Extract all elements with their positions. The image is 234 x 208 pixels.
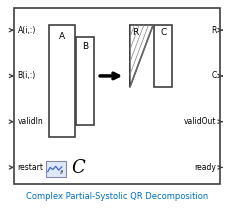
Text: Complex Partial-Systolic QR Decomposition: Complex Partial-Systolic QR Decompositio… [26,192,208,201]
Bar [49,25,75,137]
Polygon shape [130,25,153,87]
Text: C: C [211,71,216,80]
Bar [15,8,219,184]
Text: C: C [160,28,166,37]
Bar [46,161,66,177]
Text: fi: fi [60,170,64,175]
Text: A(i,:): A(i,:) [18,26,36,35]
Text: validOut: validOut [184,117,216,126]
Text: R: R [132,28,138,37]
Text: restart: restart [18,163,44,172]
Bar [154,25,172,87]
Text: B: B [82,42,88,51]
Text: A: A [59,32,65,41]
Bar [76,37,94,125]
Text: B(i,:): B(i,:) [18,71,36,80]
Text: validIn: validIn [18,117,43,126]
Text: C: C [72,159,85,177]
Text: R: R [211,26,216,35]
Text: ready: ready [195,163,216,172]
